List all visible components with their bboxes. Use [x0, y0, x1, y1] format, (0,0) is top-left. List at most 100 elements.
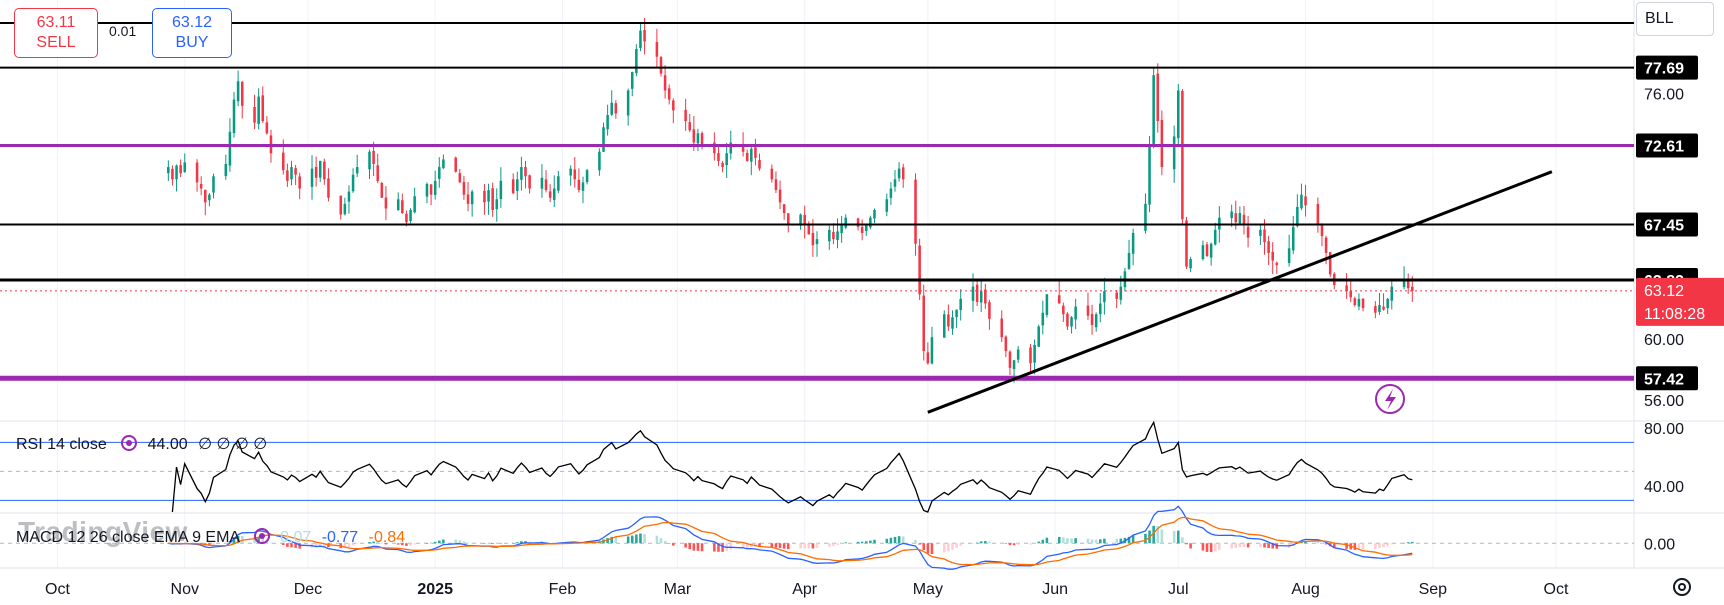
candle-body: [376, 165, 379, 181]
candle-body: [1267, 241, 1270, 253]
macd-legend[interactable]: MACD 12 26 close EMA 9 EMA 0.07 -0.77 -0…: [16, 528, 405, 547]
price-level-label: 77.69: [1644, 61, 1684, 78]
indicator-settings-icon[interactable]: [121, 435, 138, 451]
macd-hist-bar: [314, 543, 318, 548]
candle-body: [1390, 286, 1394, 301]
rsi-line: [171, 420, 1413, 513]
price-level-label: 57.42: [1644, 371, 1684, 388]
candle-body: [1296, 206, 1299, 227]
candle-body: [310, 168, 314, 187]
macd-hist-bar: [1374, 543, 1377, 549]
candle-body: [1345, 285, 1348, 292]
candle-body: [1119, 286, 1123, 300]
trendline-line: [927, 170, 1553, 414]
candle-body: [294, 168, 297, 175]
candle-body: [577, 179, 581, 191]
macd-hist-bar: [1094, 539, 1098, 544]
sell-price: 63.11: [36, 14, 76, 31]
tradingview-logo: TradingView: [18, 516, 188, 548]
candle-body: [1402, 278, 1406, 287]
candle-body: [1189, 259, 1192, 269]
candle-body: [1148, 145, 1151, 205]
candle-body: [672, 100, 675, 111]
candle-body: [893, 179, 897, 187]
trendline: [927, 170, 1553, 414]
candle-body: [1041, 312, 1045, 326]
macd-hist-bar: [729, 543, 733, 550]
price-level-tag: [1636, 212, 1698, 237]
candle-body: [1213, 229, 1217, 245]
candle-body: [1172, 136, 1176, 170]
macd-hist-bar: [1144, 533, 1147, 544]
macd-hist-bar: [672, 543, 675, 546]
candle-body: [778, 189, 782, 203]
candle-body: [750, 148, 753, 162]
macd-hist-bar: [1090, 539, 1094, 544]
macd-hist-bar: [516, 542, 519, 544]
macd-hist-bar: [659, 538, 663, 544]
candle-body: [528, 175, 531, 189]
macd-hist-bar: [1181, 537, 1184, 544]
candle-body: [1127, 252, 1131, 270]
symbol-selector[interactable]: BLL: [1636, 2, 1714, 36]
candle-body: [298, 176, 301, 189]
settings-gear-icon[interactable]: [1673, 578, 1691, 596]
macd-hist-bar: [889, 537, 893, 544]
indicator-settings-icon[interactable]: [253, 528, 270, 544]
macd-hist-bar: [1033, 543, 1036, 544]
candle-body: [1144, 203, 1147, 231]
candle-body: [1300, 194, 1303, 209]
macd-hist-bar: [971, 543, 975, 544]
macd-hist-bar: [495, 543, 499, 544]
macd-hist-bar: [639, 533, 642, 544]
buy-button[interactable]: 63.12 BUY: [152, 8, 232, 58]
macd-hist-bar: [1115, 538, 1118, 544]
candle-body: [516, 179, 519, 191]
macd-hist-bar: [351, 543, 355, 546]
candle-body: [1070, 317, 1073, 327]
macd-hist-bar: [376, 542, 379, 544]
current-price-tag: [1636, 277, 1724, 326]
candle-body: [257, 96, 260, 124]
candle-body: [922, 295, 926, 352]
macd-hist-bar: [1361, 543, 1365, 550]
macd-hist-bar: [626, 536, 630, 544]
candle-body: [491, 188, 494, 210]
macd-hist-bar: [409, 543, 412, 546]
macd-hist-bar: [610, 536, 613, 544]
candle-body: [454, 157, 457, 172]
candle-body: [228, 131, 232, 166]
macd-hist-bar: [975, 542, 979, 544]
candle-body: [844, 217, 848, 228]
macd-hist-bar: [745, 543, 749, 549]
candle-body: [1156, 73, 1160, 122]
candle-body: [688, 122, 692, 131]
macd-hist-bar: [717, 543, 720, 552]
rsi-legend[interactable]: RSI 14 close 44.00 ∅ ∅ ∅ ∅: [16, 434, 267, 454]
candles: [167, 17, 1414, 383]
sell-button[interactable]: 63.11 SELL: [14, 8, 98, 58]
flash-icon[interactable]: [1375, 384, 1405, 414]
macd-hist-bar: [380, 543, 384, 544]
candle-body: [1386, 298, 1389, 309]
macd-hist-bar: [1230, 543, 1233, 549]
macd-hist-bar: [700, 543, 704, 552]
macd-hist-bar: [282, 543, 285, 545]
macd-hist-bar: [1127, 536, 1131, 544]
candle-body: [1057, 295, 1061, 304]
candle-body: [1259, 229, 1262, 236]
macd-hist-bar: [290, 543, 293, 548]
macd-hist-bar: [1156, 526, 1160, 544]
macd-hist-bar: [667, 543, 671, 544]
flash-icon-bolt: [1385, 389, 1396, 410]
candle-body: [811, 232, 815, 246]
candle-body: [409, 210, 412, 221]
macd-hist-bar: [470, 542, 474, 544]
macd-hist-bar: [1074, 538, 1077, 544]
macd-hist-bar: [454, 539, 457, 544]
candle-body: [1094, 314, 1098, 328]
candle-body: [212, 176, 215, 193]
macd-hist-bar: [208, 543, 211, 546]
macd-hist-bar: [1234, 543, 1238, 548]
